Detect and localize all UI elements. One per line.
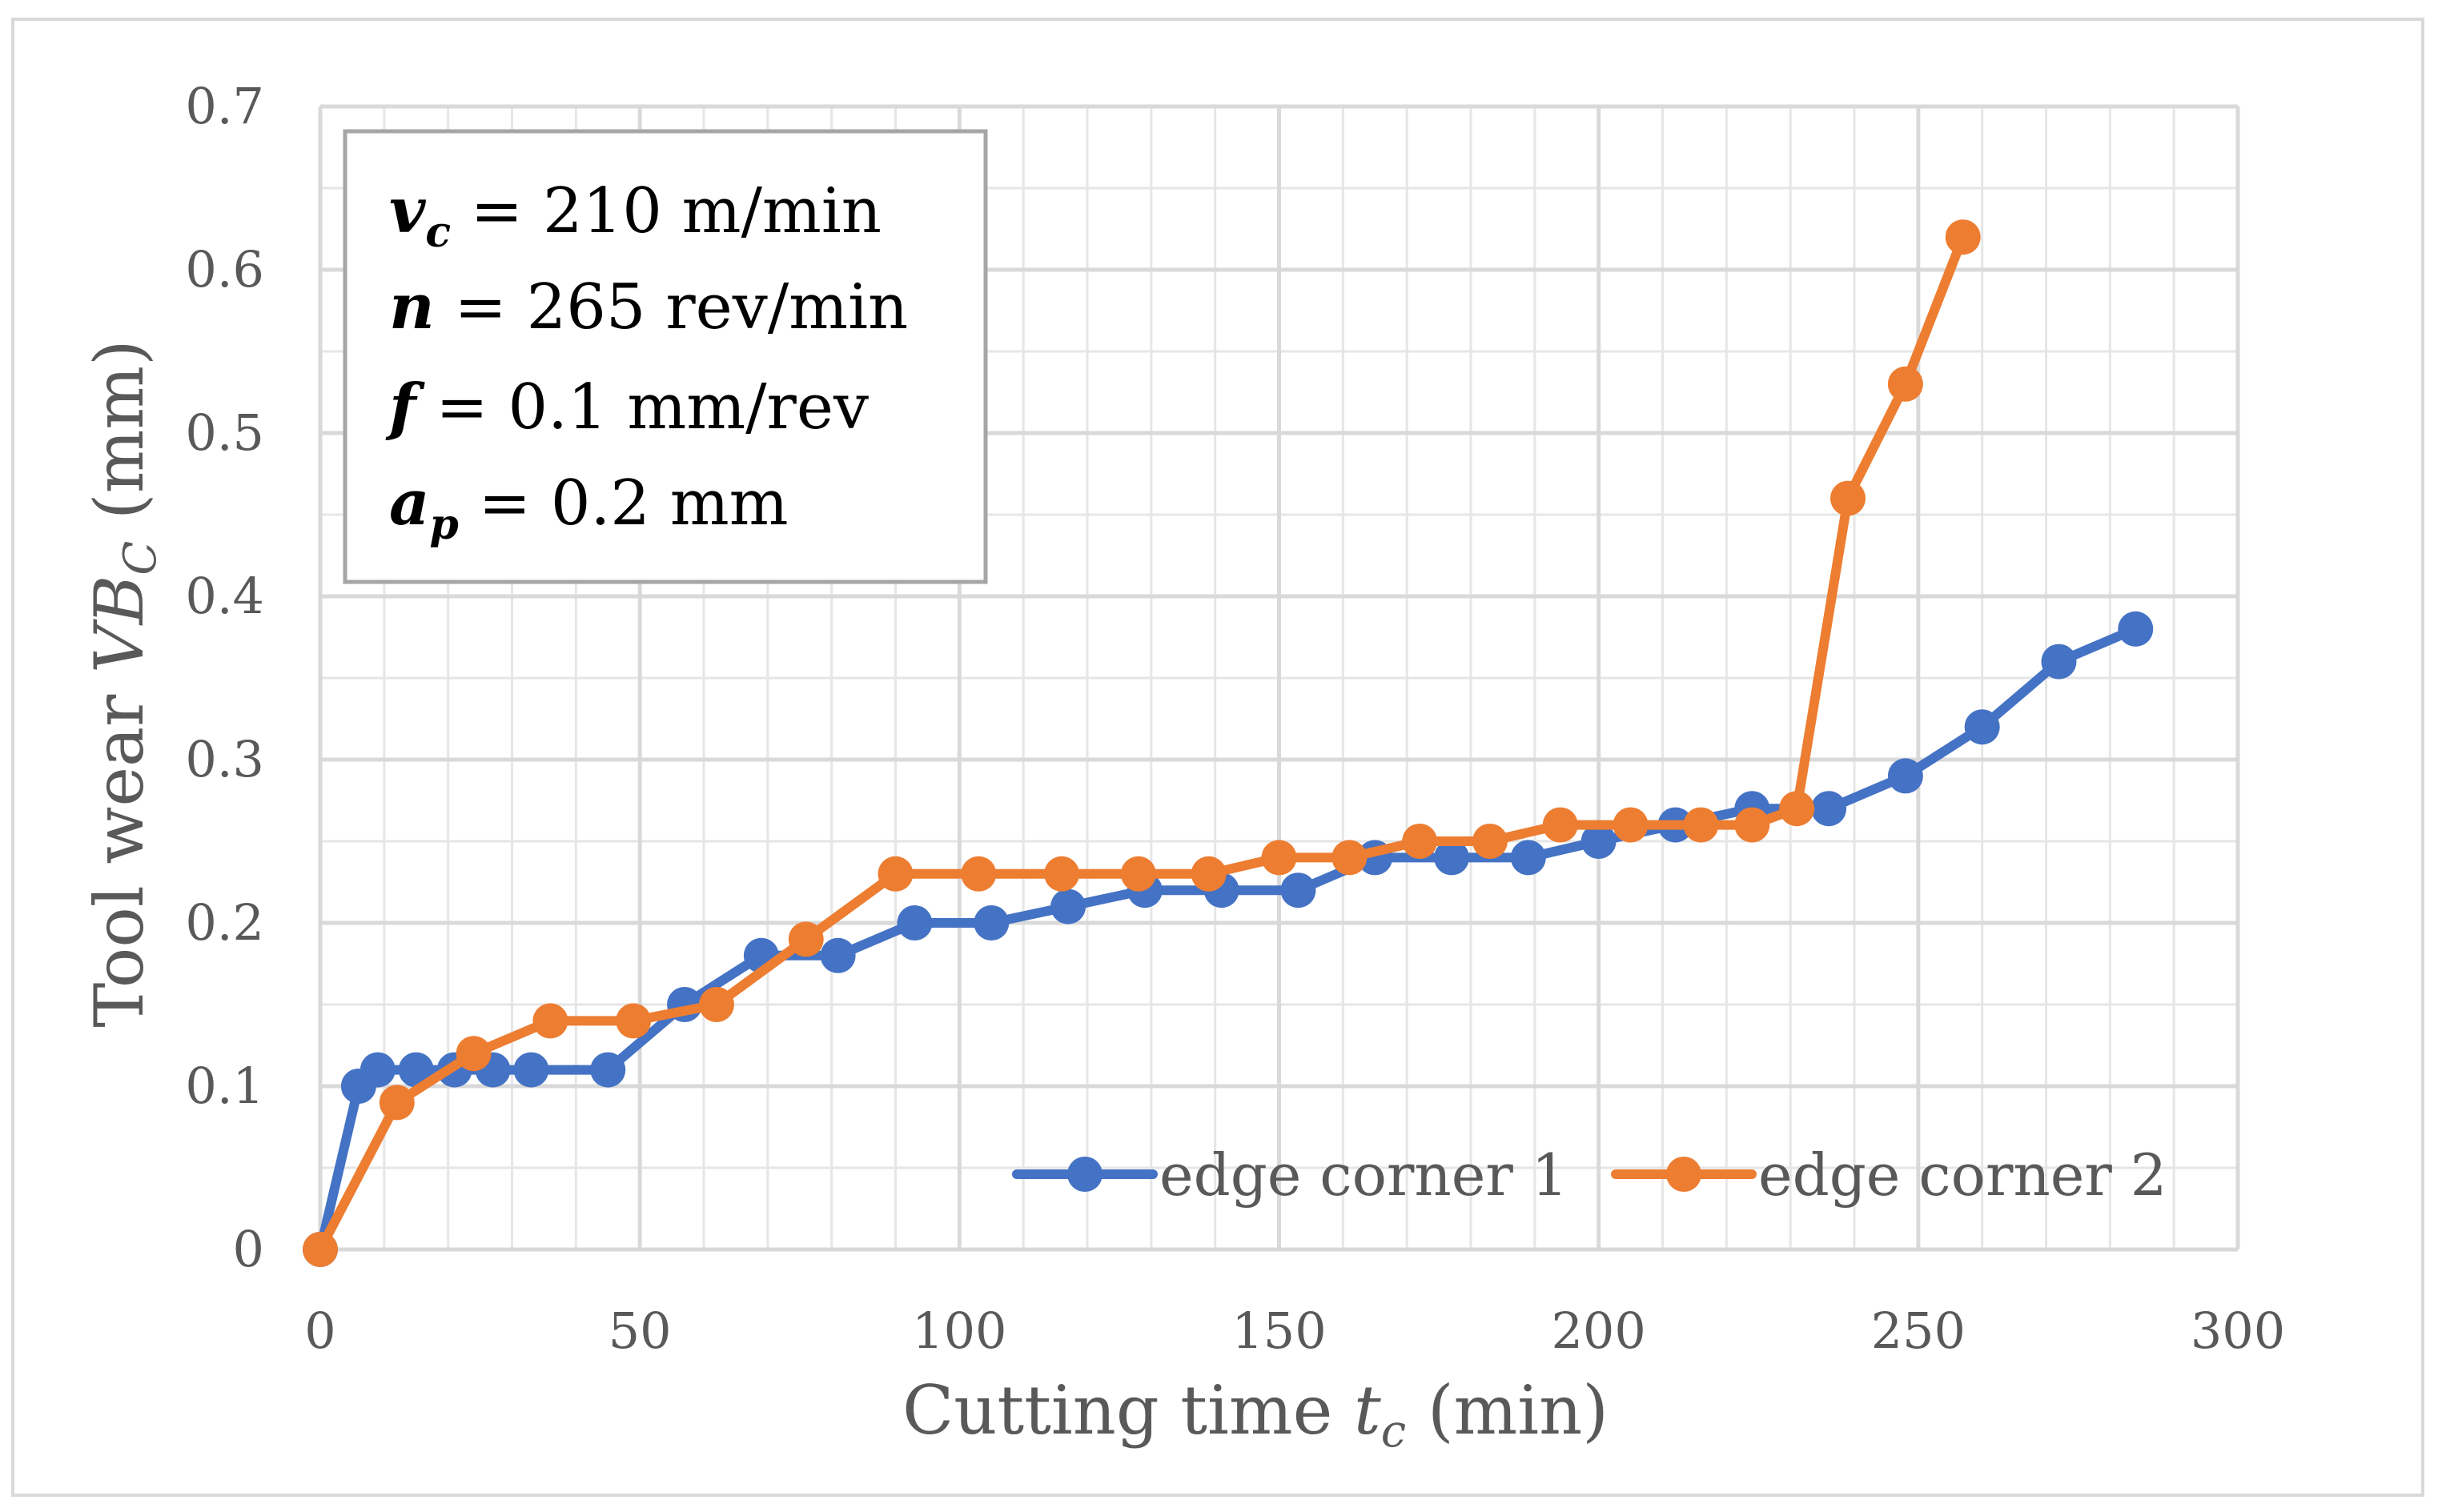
legend-label-edge-corner-2: edge corner 2 [1758, 1141, 2167, 1209]
parameter-box-frame [343, 129, 988, 584]
data-point-edge-corner-1 [398, 1052, 434, 1088]
data-point-edge-corner-1 [1510, 840, 1546, 876]
legend-label-edge-corner-1: edge corner 1 [1159, 1141, 1568, 1209]
x-axis-title-symbol: t [1354, 1371, 1381, 1450]
data-point-edge-corner-2 [1779, 791, 1815, 827]
y-tick-label: 0.4 [185, 567, 264, 625]
data-point-edge-corner-1 [1887, 758, 1923, 794]
param-vc-symbol: v [389, 174, 427, 247]
y-tick-label: 0.5 [185, 403, 264, 462]
data-point-edge-corner-1 [513, 1052, 549, 1088]
data-point-edge-corner-2 [456, 1036, 492, 1072]
data-point-edge-corner-2 [616, 1003, 652, 1039]
series-layer [303, 219, 2154, 1267]
param-n-value: = 265 rev/min [435, 271, 909, 343]
param-vc-value: = 210 m/min [451, 175, 882, 247]
x-tick-label: 200 [1551, 1301, 1645, 1360]
data-point-edge-corner-2 [1887, 366, 1923, 402]
y-tick-label: 0 [233, 1220, 264, 1278]
y-axis-title-symbol: VB [80, 576, 159, 673]
data-point-edge-corner-2 [1734, 807, 1770, 843]
param-vc: vc = 210 m/min [389, 174, 882, 257]
data-point-edge-corner-1 [359, 1052, 396, 1088]
y-axis-ticks: 0 0.1 0.2 0.3 0.4 0.5 0.6 0.7 [185, 77, 264, 1278]
param-f: f = 0.1 mm/rev [385, 371, 869, 443]
series-edge-corner-2 [303, 219, 1981, 1267]
y-tick-label: 0.3 [185, 730, 264, 788]
y-axis-title: Tool wear VBC (mm) [80, 339, 167, 1028]
data-point-edge-corner-1 [1964, 709, 2000, 745]
y-tick-label: 0.7 [185, 77, 264, 135]
y-tick-label: 0.2 [185, 893, 264, 952]
data-point-edge-corner-1 [1280, 872, 1316, 908]
data-point-edge-corner-2 [1261, 840, 1297, 876]
param-ap: ap = 0.2 mm [389, 467, 789, 549]
data-point-edge-corner-2 [1542, 807, 1578, 843]
data-point-edge-corner-1 [974, 905, 1010, 940]
data-point-edge-corner-2 [1472, 824, 1508, 859]
param-n-symbol: n [389, 271, 435, 343]
data-point-edge-corner-2 [1402, 824, 1438, 859]
data-point-edge-corner-1 [2118, 611, 2154, 647]
data-point-edge-corner-1 [1050, 888, 1086, 924]
legend-item-edge-corner-2: edge corner 2 [1611, 1141, 2167, 1209]
legend: edge corner 1 edge corner 2 [1012, 1141, 2167, 1209]
data-point-edge-corner-2 [1613, 807, 1649, 843]
data-point-edge-corner-2 [1830, 480, 1866, 516]
param-ap-value: = 0.2 mm [459, 467, 789, 539]
x-axis-ticks: 0 50 100 150 200 250 300 [304, 1301, 2285, 1360]
x-tick-label: 300 [2191, 1301, 2285, 1360]
data-point-edge-corner-2 [1945, 219, 1981, 255]
data-point-edge-corner-2 [1331, 840, 1368, 876]
y-axis-title-unit: (mm) [80, 339, 159, 541]
parameter-box: vc = 210 m/min n = 265 rev/min f = 0.1 m… [343, 129, 988, 584]
data-point-edge-corner-2 [961, 856, 997, 892]
data-point-edge-corner-2 [1191, 856, 1227, 892]
y-tick-label: 0.6 [185, 240, 264, 299]
x-axis-title-main: Cutting time [902, 1371, 1354, 1450]
x-axis-title: Cutting time tc (min) [902, 1371, 1609, 1458]
x-tick-label: 250 [1871, 1301, 1966, 1360]
y-tick-label: 0.1 [185, 1057, 264, 1115]
data-point-edge-corner-2 [379, 1085, 415, 1121]
data-point-edge-corner-2 [878, 856, 914, 892]
legend-marker-edge-corner-2 [1666, 1157, 1701, 1192]
data-point-edge-corner-2 [303, 1232, 338, 1267]
y-axis-title-subscript: C [114, 541, 167, 576]
x-axis-title-subscript: c [1381, 1406, 1406, 1458]
data-point-edge-corner-2 [698, 987, 734, 1022]
legend-marker-edge-corner-1 [1067, 1157, 1103, 1192]
data-point-edge-corner-1 [2041, 644, 2077, 680]
data-point-edge-corner-2 [532, 1003, 568, 1039]
data-point-edge-corner-2 [1120, 856, 1156, 892]
legend-item-edge-corner-1: edge corner 1 [1012, 1141, 1568, 1209]
data-point-edge-corner-1 [897, 905, 933, 940]
x-tick-label: 150 [1231, 1301, 1326, 1360]
data-point-edge-corner-1 [590, 1052, 626, 1088]
param-f-value: = 0.1 mm/rev [416, 371, 870, 443]
param-ap-symbol: a [389, 467, 430, 539]
data-point-edge-corner-1 [1580, 824, 1617, 859]
param-vc-subscript: c [425, 208, 451, 257]
x-tick-label: 0 [304, 1301, 335, 1360]
y-axis-title-main: Tool wear [80, 673, 159, 1028]
data-point-edge-corner-2 [788, 921, 824, 957]
param-n: n = 265 rev/min [389, 271, 908, 343]
data-point-edge-corner-2 [1044, 856, 1080, 892]
data-point-edge-corner-1 [1811, 791, 1847, 827]
param-ap-subscript: p [430, 500, 459, 549]
data-point-edge-corner-1 [1434, 840, 1470, 876]
x-tick-label: 50 [608, 1301, 672, 1360]
x-axis-title-unit: (min) [1406, 1371, 1609, 1450]
data-point-edge-corner-2 [1683, 807, 1719, 843]
data-point-edge-corner-1 [820, 937, 856, 973]
x-tick-label: 100 [912, 1301, 1006, 1360]
